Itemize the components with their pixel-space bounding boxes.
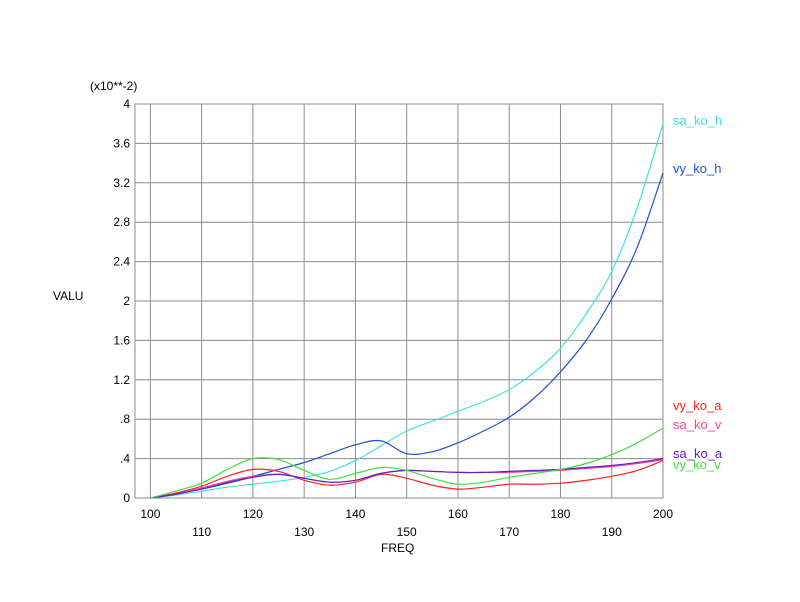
- y-axis-title: VALU: [53, 289, 83, 303]
- y-tick-label: 0: [123, 491, 130, 505]
- y-tick-label: 3.2: [113, 176, 130, 190]
- y-tick-label: .8: [120, 412, 130, 426]
- x-tick-label: 110: [192, 525, 211, 539]
- legend-label-sa_ko_v: sa_ko_v: [673, 417, 722, 432]
- tick-labels: 100 110 120 130 140 150 160 170 180 190 200 0 .4 .8 1.…: [113, 97, 673, 539]
- x-tick-label: 200: [653, 507, 673, 521]
- y-tick-label: 1.2: [113, 373, 130, 387]
- x-axis-title: FREQ: [381, 541, 414, 555]
- x-tick-label: 140: [345, 507, 365, 521]
- x-tick-label: 120: [243, 507, 263, 521]
- legend-label-sa_ko_h: sa_ko_h: [673, 113, 722, 128]
- y-tick-label: 1.6: [113, 333, 130, 347]
- plot-frame: [134, 103, 664, 499]
- legend-label-vy_ko_v: vy_ko_v: [673, 457, 721, 472]
- legend-label-vy_ko_h: vy_ko_h: [673, 161, 721, 176]
- x-tick-label: 130: [294, 525, 314, 539]
- x-tick-label: 160: [448, 507, 468, 521]
- series-line-vy_ko_a: [150, 460, 664, 499]
- y-multiplier-label: (x10**-2): [90, 79, 137, 93]
- y-tick-label: 3.6: [113, 136, 130, 150]
- series-line-vy_ko_h: [150, 172, 664, 499]
- y-tick-label: 2.8: [113, 215, 130, 229]
- legend: sa_ko_h vy_ko_h vy_ko_a sa_ko_v sa_ko_avy_ko…: [673, 113, 723, 472]
- legend-label-vy_ko_a: vy_ko_a: [673, 398, 722, 413]
- series-line-sa_ko_h: [150, 123, 664, 499]
- y-tick-label: 2: [123, 294, 130, 308]
- y-tick-label: 2.4: [113, 255, 130, 269]
- x-tick-label: 190: [602, 525, 622, 539]
- y-tick-label: .4: [120, 452, 130, 466]
- grid: [134, 103, 664, 499]
- x-tick-label: 180: [550, 507, 570, 521]
- legend-label-sa_ko_a: sa_ko_a: [673, 446, 723, 461]
- series-line-vy_ko_v: [150, 427, 664, 499]
- x-tick-label: 150: [397, 525, 417, 539]
- x-tick-label: 170: [499, 525, 519, 539]
- y-tick-label: 4: [123, 97, 130, 111]
- series-lines: [150, 123, 664, 499]
- x-tick-label: 100: [140, 507, 160, 521]
